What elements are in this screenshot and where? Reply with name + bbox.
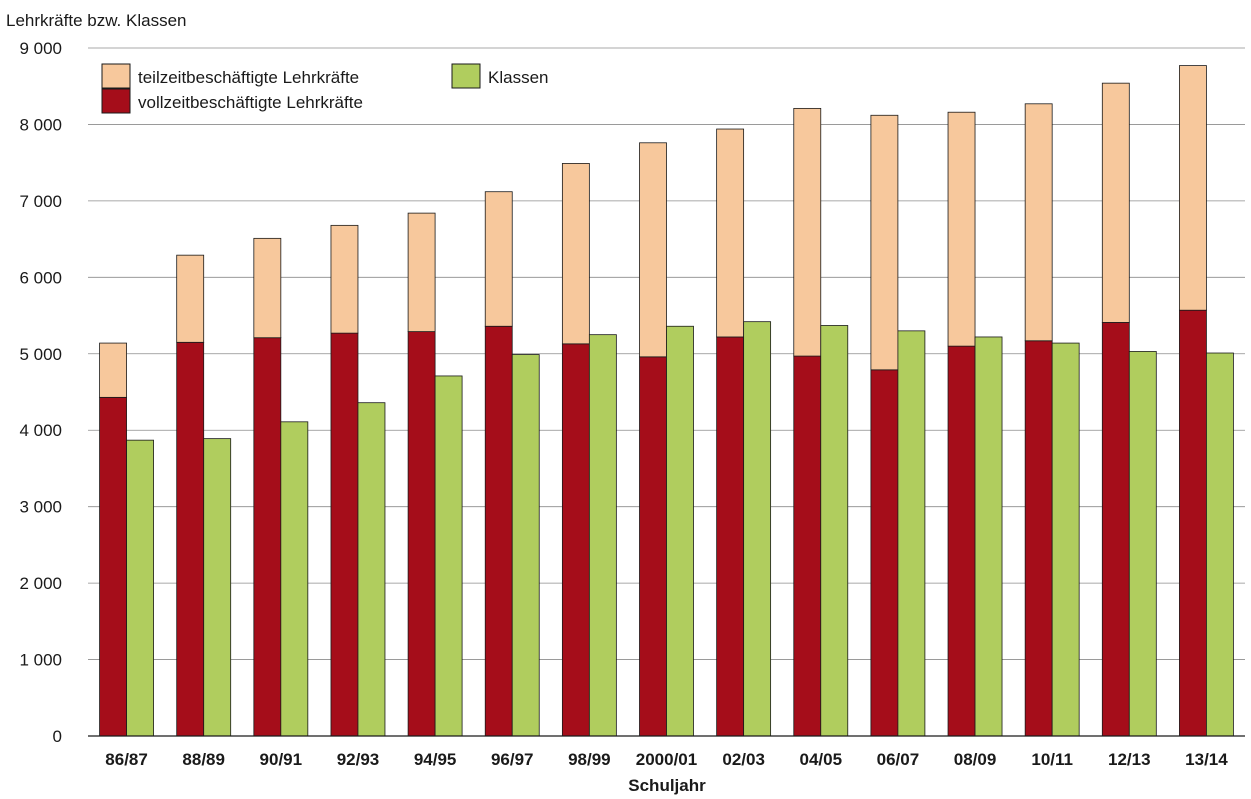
x-category-label: 06/07	[877, 750, 920, 769]
bar-klassen	[897, 330, 926, 737]
legend: teilzeitbeschäftigte Lehrkräfte vollzeit…	[101, 63, 548, 114]
bar-vollzeit	[330, 332, 359, 737]
bar-klassen	[126, 439, 154, 737]
bar-teilzeit	[330, 224, 359, 334]
bar-klassen	[203, 438, 232, 737]
x-category-label: 90/91	[260, 750, 303, 769]
bar-vollzeit	[176, 341, 205, 737]
y-axis-title: Lehrkräfte bzw. Klassen	[6, 11, 186, 30]
bar-klassen	[743, 321, 772, 737]
x-category-label: 10/11	[1031, 750, 1073, 769]
bar-teilzeit	[793, 107, 822, 357]
bar-teilzeit	[1024, 103, 1053, 342]
bar-klassen	[1051, 342, 1080, 737]
x-category-label: 2000/01	[636, 750, 697, 769]
bar-vollzeit	[870, 369, 899, 737]
bar-teilzeit	[561, 163, 590, 345]
bar-klassen	[1206, 352, 1234, 737]
y-tick-labels: 0 1 000 2 000 3 000 4 000 5 000 6 000 7 000 8 00…	[19, 39, 62, 746]
x-category-label: 96/97	[491, 750, 534, 769]
bar-teilzeit	[870, 114, 899, 371]
x-category-label: 86/87	[105, 750, 148, 769]
bar-vollzeit	[484, 325, 513, 737]
bar-teilzeit	[716, 128, 745, 338]
bar-klassen	[820, 325, 849, 737]
bar-klassen	[434, 375, 463, 737]
bar-vollzeit	[407, 331, 436, 737]
bar-vollzeit	[639, 356, 667, 737]
bar-vollzeit	[716, 336, 745, 737]
x-category-label: 88/89	[182, 750, 225, 769]
x-category-label: 04/05	[799, 750, 842, 769]
x-category-label: 02/03	[722, 750, 765, 769]
bar-vollzeit	[1101, 322, 1130, 737]
legend-swatch-teilzeit	[101, 63, 131, 89]
y-tick-label: 6 000	[19, 268, 62, 287]
x-category-label: 08/09	[954, 750, 997, 769]
bars	[99, 65, 1234, 737]
bar-vollzeit	[1024, 340, 1053, 737]
x-axis-title: Schuljahr	[628, 776, 706, 795]
bar-teilzeit	[253, 237, 282, 339]
x-category-labels: 86/87 88/89 90/91 92/93 94/95 96/97 98/99 2000/…	[105, 750, 1228, 769]
bar-teilzeit	[1101, 82, 1130, 323]
y-tick-label: 9 000	[19, 39, 62, 58]
bar-vollzeit	[793, 355, 822, 737]
legend-label-teilzeit: teilzeitbeschäftigte Lehrkräfte	[138, 68, 359, 87]
x-category-label: 13/14	[1185, 750, 1228, 769]
bar-teilzeit	[99, 342, 127, 398]
bar-teilzeit	[947, 111, 976, 347]
bar-vollzeit	[947, 345, 976, 737]
x-category-label: 92/93	[337, 750, 380, 769]
bar-klassen	[1128, 351, 1157, 737]
bar-klassen	[974, 336, 1003, 737]
bar-teilzeit	[407, 212, 436, 333]
y-tick-label: 7 000	[19, 192, 62, 211]
bar-klassen	[666, 325, 694, 737]
bar-vollzeit	[253, 337, 282, 737]
x-category-label: 12/13	[1108, 750, 1151, 769]
bar-klassen	[511, 354, 540, 737]
bar-teilzeit	[639, 142, 667, 358]
bar-klassen	[280, 421, 309, 737]
legend-label-klassen: Klassen	[488, 68, 548, 87]
bar-vollzeit	[561, 343, 590, 737]
legend-label-vollzeit: vollzeitbeschäftigte Lehrkräfte	[138, 93, 363, 112]
bar-klassen	[357, 402, 386, 737]
y-tick-label: 4 000	[19, 421, 62, 440]
y-tick-label: 3 000	[19, 498, 62, 517]
y-tick-label: 8 000	[19, 115, 62, 134]
legend-swatch-vollzeit	[101, 88, 131, 114]
x-category-label: 98/99	[568, 750, 611, 769]
x-category-label: 94/95	[414, 750, 457, 769]
bar-vollzeit	[99, 396, 127, 737]
y-tick-label: 2 000	[19, 574, 62, 593]
bar-teilzeit	[1179, 65, 1207, 311]
y-tick-label: 5 000	[19, 345, 62, 364]
y-tick-label: 0	[53, 727, 62, 746]
legend-swatch-klassen	[451, 63, 481, 89]
y-tick-label: 1 000	[19, 651, 62, 670]
bar-teilzeit	[484, 191, 513, 327]
bar-klassen	[588, 334, 617, 737]
bar-teilzeit	[176, 254, 205, 343]
bar-vollzeit	[1179, 309, 1207, 737]
